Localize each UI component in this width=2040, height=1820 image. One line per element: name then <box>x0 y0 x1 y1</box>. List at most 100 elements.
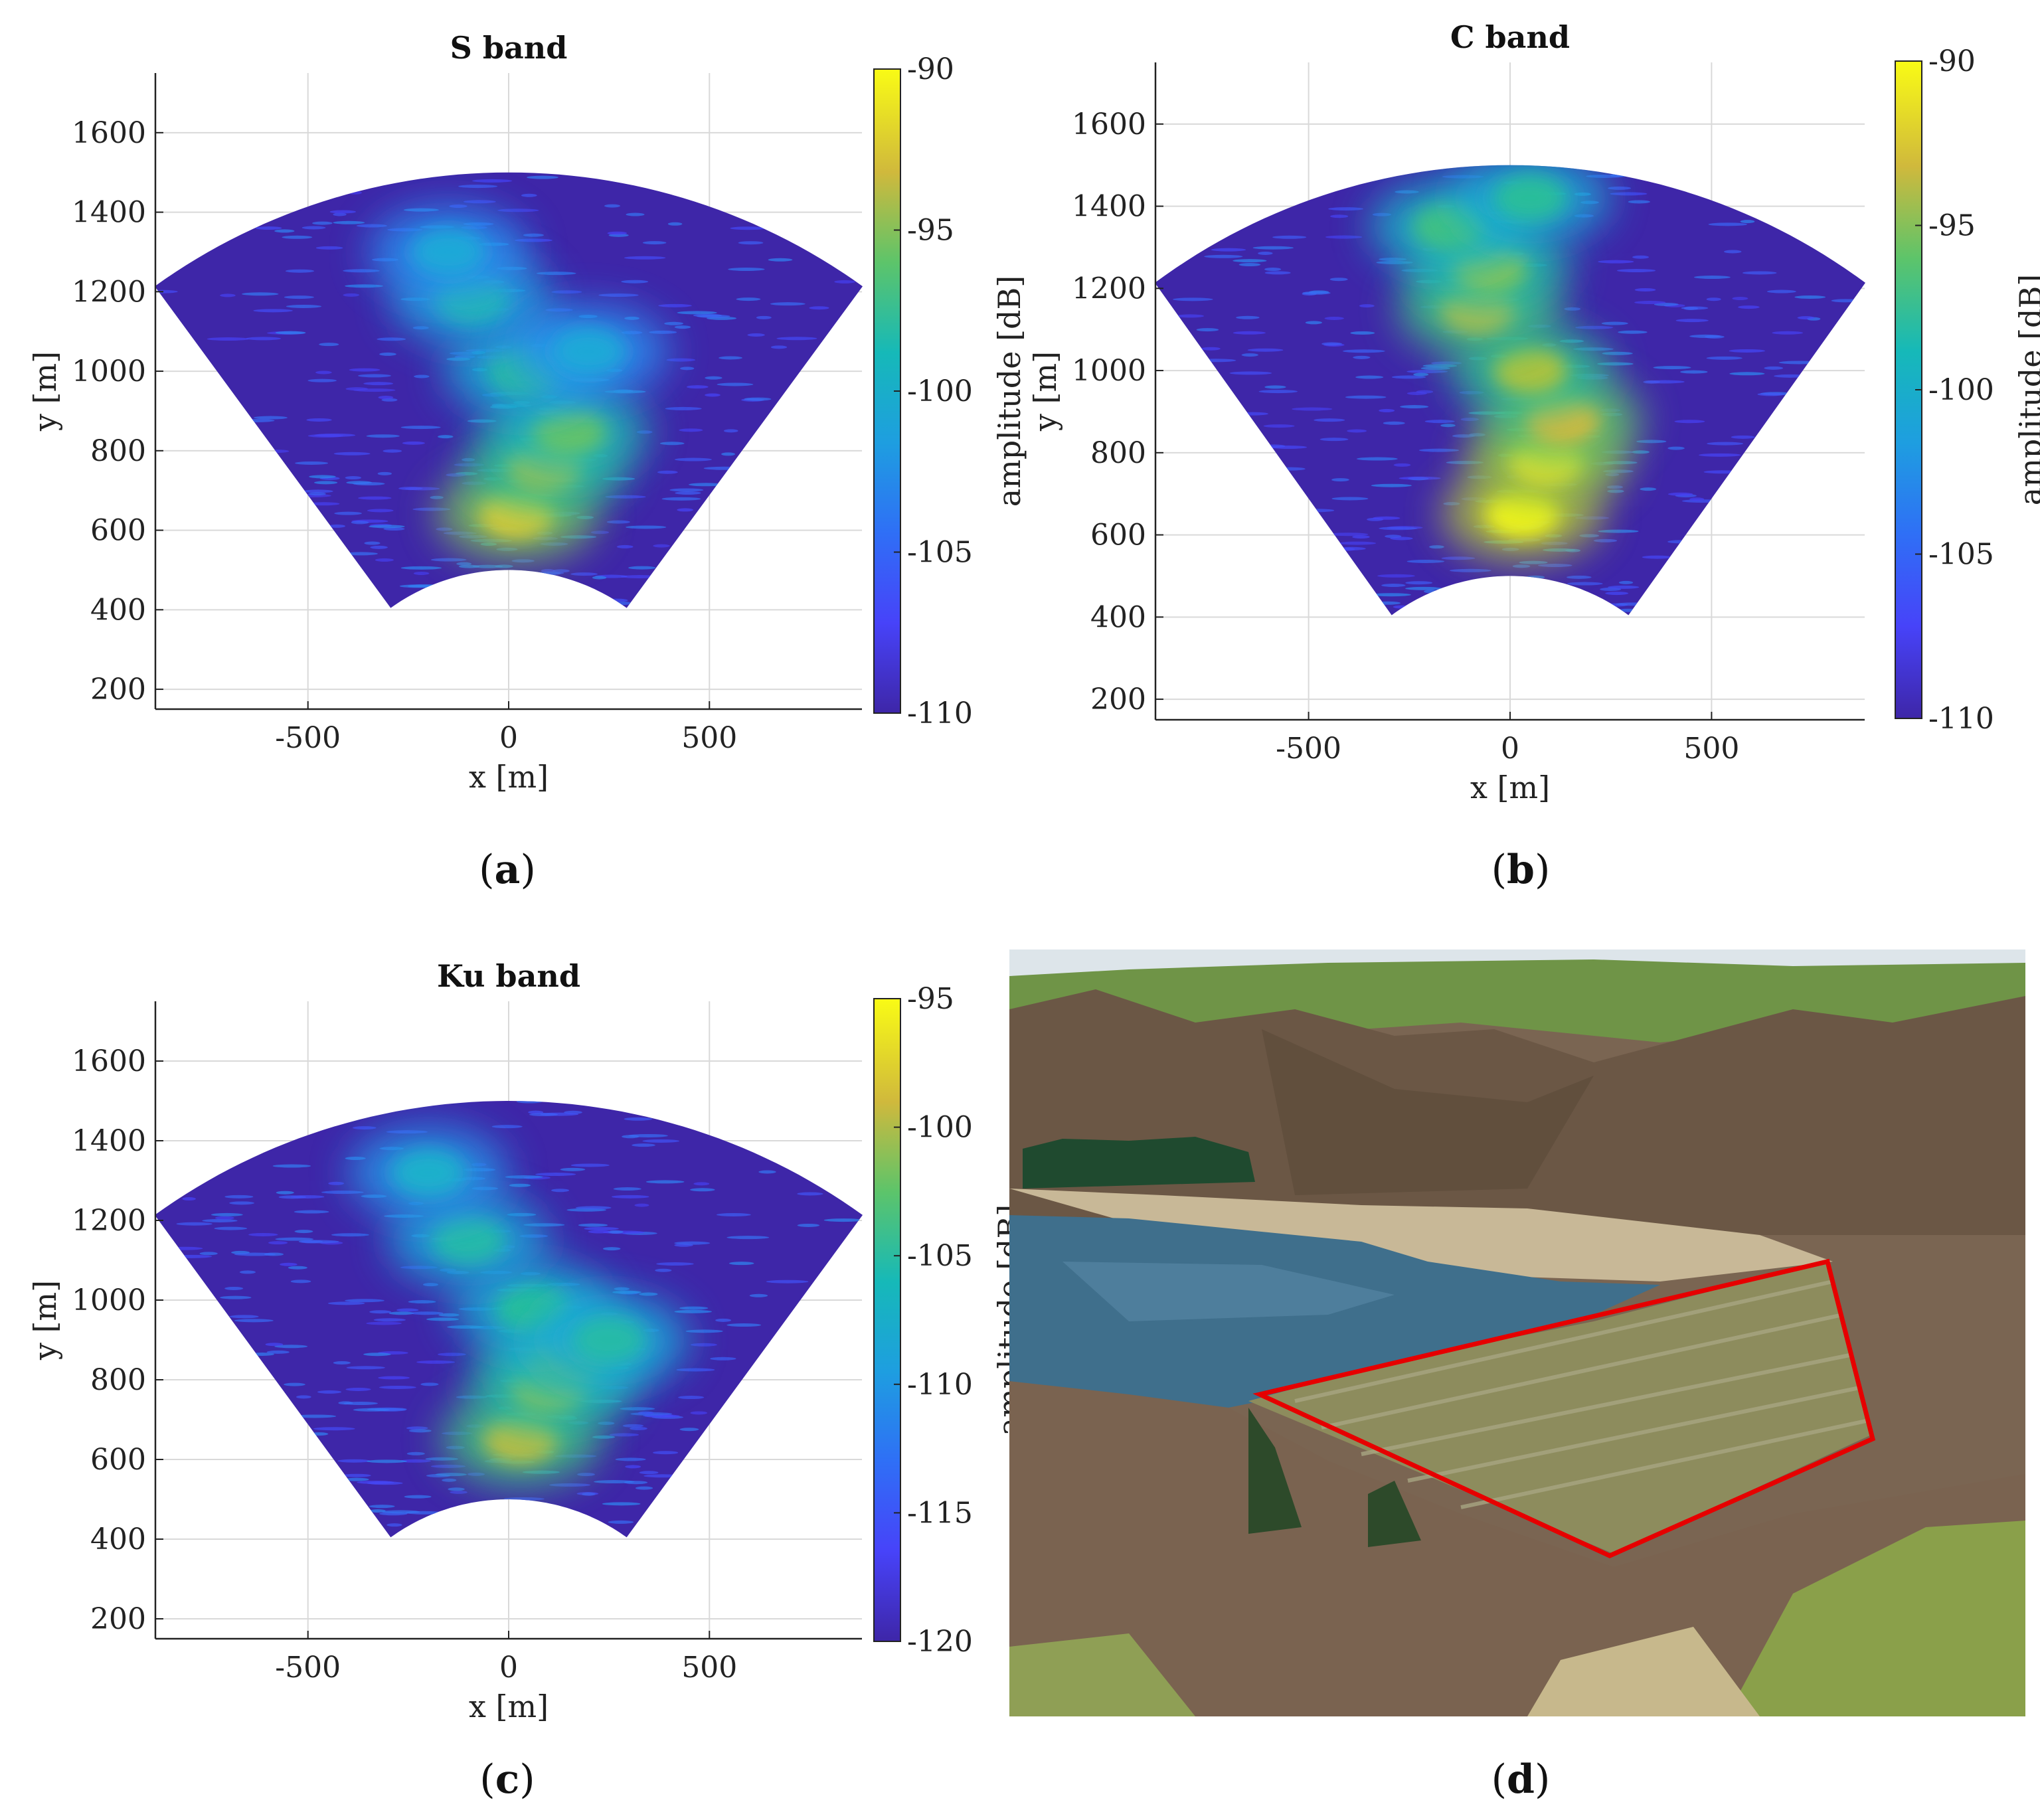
speckle <box>717 382 754 386</box>
speckle <box>409 1311 444 1315</box>
speckle <box>756 315 772 319</box>
speckle <box>1667 492 1693 496</box>
speckle <box>327 1301 365 1305</box>
speckle <box>282 235 313 239</box>
y-axis-label: y [m] <box>27 351 63 432</box>
speckle <box>535 1173 576 1177</box>
speckle <box>265 1343 284 1347</box>
speckle <box>680 367 695 371</box>
speckle <box>758 1170 776 1174</box>
speckle <box>1352 535 1370 539</box>
speckle <box>1258 251 1273 255</box>
speckle <box>1740 220 1755 224</box>
speckle <box>677 1396 705 1400</box>
speckle <box>337 1459 371 1463</box>
speckle <box>1379 527 1418 531</box>
speckle <box>1406 370 1448 374</box>
speckle <box>768 258 793 262</box>
speckle <box>1405 581 1433 585</box>
speckle <box>656 1262 694 1266</box>
speckle <box>1699 453 1741 457</box>
speckle <box>379 1385 416 1389</box>
speckle <box>214 1226 248 1230</box>
speckle <box>1653 366 1691 370</box>
speckle <box>345 1387 371 1391</box>
speckle <box>1356 457 1398 461</box>
speckle <box>224 1195 254 1199</box>
speckle <box>307 378 337 382</box>
speckle <box>1195 359 1236 363</box>
speckle <box>1232 259 1267 263</box>
speckle <box>497 208 539 212</box>
speckle <box>248 1232 278 1236</box>
speckle <box>348 191 362 195</box>
colorbar-tick-label: -110 <box>907 1368 973 1402</box>
speckle <box>310 1432 329 1436</box>
speckle <box>1449 568 1491 572</box>
speckle <box>705 393 721 397</box>
speckle <box>1440 424 1456 428</box>
speckle <box>239 1270 256 1274</box>
speckle <box>288 1266 307 1270</box>
speckle <box>1237 412 1269 416</box>
x-axis-label: x [m] <box>469 759 549 795</box>
panel-title: S band <box>450 30 568 66</box>
speckle <box>1797 316 1815 320</box>
speckle <box>1331 478 1349 482</box>
speckle <box>442 1478 457 1482</box>
speckle <box>381 1510 420 1514</box>
speckle <box>766 1280 809 1283</box>
speckle <box>343 293 360 297</box>
photo-shore <box>1009 1189 1833 1282</box>
speckle <box>621 280 649 284</box>
colorbar-tick-label: -95 <box>907 214 954 248</box>
speckle <box>1460 418 1480 422</box>
speckle <box>639 1471 659 1475</box>
speckle <box>612 1290 641 1294</box>
colorbar-label: amplitude [dB] <box>991 276 1027 507</box>
speckle <box>1264 268 1282 272</box>
speckle <box>1330 214 1349 218</box>
speckle <box>1372 516 1401 520</box>
speckle <box>1667 540 1693 544</box>
speckle <box>1519 560 1548 564</box>
speckle <box>369 1310 392 1314</box>
x-tick-label: -500 <box>275 1651 341 1685</box>
y-tick-label: 400 <box>90 1523 146 1556</box>
speckle <box>730 226 766 230</box>
panel-title: Ku band <box>437 958 580 994</box>
speckle <box>744 397 772 401</box>
speckle <box>516 1101 543 1104</box>
hotspot <box>1493 347 1567 394</box>
speckle <box>1567 582 1603 586</box>
speckle <box>290 1280 311 1283</box>
speckle <box>1324 316 1344 320</box>
speckle <box>366 1321 402 1325</box>
y-tick-label: 600 <box>1090 519 1146 552</box>
speckle <box>1241 353 1258 357</box>
speckle <box>605 495 646 499</box>
speckle <box>1616 602 1654 606</box>
speckle <box>404 1495 432 1499</box>
hotspot <box>412 228 485 276</box>
speckle <box>626 525 667 529</box>
speckle <box>1393 605 1410 609</box>
y-tick-label: 1600 <box>72 1044 146 1078</box>
speckle <box>628 566 656 570</box>
speckle <box>266 1350 290 1354</box>
speckle <box>529 1113 558 1117</box>
speckle <box>253 416 288 420</box>
speckle <box>527 175 558 179</box>
x-tick-label: 500 <box>681 721 737 755</box>
photo-hill-shade <box>1262 1029 1594 1195</box>
y-tick-label: 1000 <box>1072 354 1146 388</box>
speckle <box>1602 351 1633 355</box>
speckle <box>1618 330 1648 334</box>
speckle <box>614 1287 630 1291</box>
x-tick-label: -500 <box>1276 732 1341 766</box>
speckle <box>284 295 314 299</box>
colorbar-tick-label: -105 <box>907 536 973 570</box>
speckle <box>669 488 704 492</box>
speckle <box>1390 537 1413 540</box>
speckle <box>582 1492 596 1496</box>
